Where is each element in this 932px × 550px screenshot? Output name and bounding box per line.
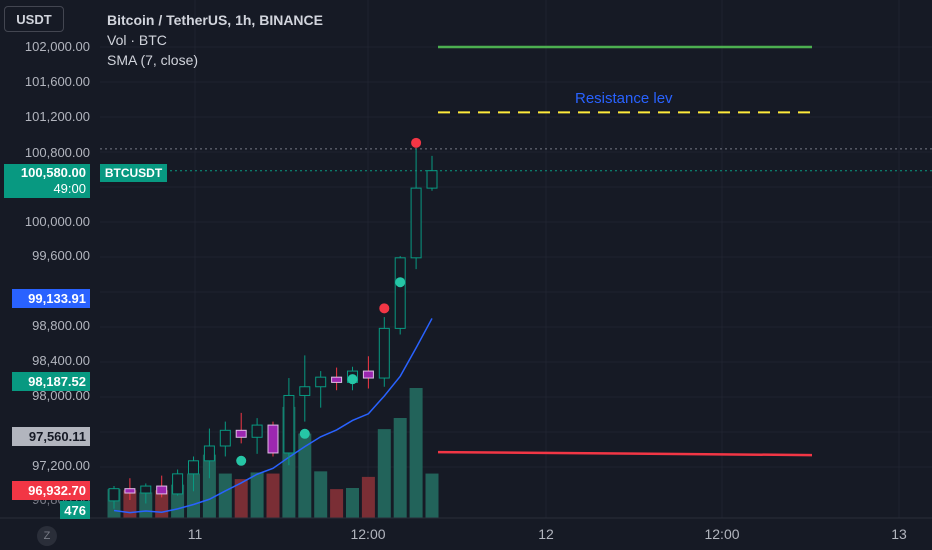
- volume-bar: [266, 473, 280, 518]
- signal-dot: [395, 277, 406, 288]
- candle-body: [156, 485, 168, 495]
- candle-countdown: 49:00: [53, 181, 86, 196]
- price-tag-96932: 96,932.70: [12, 481, 90, 500]
- support-line: [437, 450, 813, 457]
- zoom-toggle-button[interactable]: Z: [37, 526, 57, 546]
- volume-indicator-label[interactable]: Vol · BTC: [107, 32, 167, 48]
- volume-bar: [187, 473, 200, 518]
- candle-body: [378, 327, 390, 379]
- chart-legend: Bitcoin / TetherUS, 1h, BINANCE Vol · BT…: [107, 10, 323, 70]
- candle-body: [283, 394, 295, 454]
- volume-bar: [377, 429, 391, 518]
- price-tick: 100,000.00: [24, 214, 90, 229]
- candle-body: [394, 257, 406, 329]
- price-tick: 101,200.00: [24, 109, 90, 124]
- signal-dot: [236, 455, 247, 466]
- volume-bar: [250, 472, 264, 518]
- volume-bar: [234, 479, 248, 518]
- time-tick: 12:00: [350, 526, 386, 542]
- candle-body: [426, 170, 438, 189]
- price-tick: 98,000.00: [32, 388, 90, 403]
- price-tick: 100,800.00: [24, 145, 90, 160]
- sma-line: [113, 318, 433, 514]
- candle-body: [235, 429, 247, 438]
- candle-body: [140, 485, 152, 494]
- candle-body: [124, 488, 136, 494]
- time-tick: 12:00: [704, 526, 740, 542]
- price-tick: 97,200.00: [32, 458, 90, 473]
- symbol-price-tag: BTCUSDT: [100, 164, 167, 182]
- candle-body: [331, 376, 343, 383]
- volume-value-tag: 476: [60, 501, 90, 519]
- volume-bar: [202, 454, 216, 518]
- time-tick: 13: [891, 526, 907, 542]
- candle-body: [299, 386, 311, 396]
- volume-bar: [393, 418, 407, 518]
- candle-body: [362, 370, 374, 379]
- candle-body: [219, 429, 231, 447]
- current-price-tag: 100,580.00 49:00: [4, 164, 90, 198]
- sma-value-tag: 99,133.91: [12, 289, 90, 308]
- currency-button[interactable]: USDT: [4, 6, 64, 32]
- price-tag-98187: 98,187.52: [12, 372, 90, 391]
- sma-indicator-label[interactable]: SMA (7, close): [107, 52, 199, 68]
- time-tick: 11: [187, 526, 203, 542]
- volume-bar: [298, 433, 312, 518]
- signal-dot: [411, 137, 422, 148]
- price-tick: 102,000.00: [24, 39, 90, 54]
- signal-dot: [379, 303, 390, 314]
- symbol-title[interactable]: Bitcoin / TetherUS, 1h, BINANCE: [107, 12, 323, 28]
- volume-bar: [346, 488, 359, 518]
- volume-bar: [314, 471, 328, 518]
- price-tag-97560: 97,560.11: [12, 427, 90, 446]
- volume-bar: [361, 476, 375, 518]
- candle-body: [315, 376, 327, 388]
- candle-body: [410, 187, 422, 259]
- candle-body: [188, 460, 199, 475]
- price-tick: 99,600.00: [32, 248, 90, 263]
- volume-bar: [425, 473, 439, 518]
- price-tick: 98,400.00: [32, 353, 90, 368]
- volume-bar: [409, 388, 423, 518]
- volume-bar: [218, 473, 232, 518]
- volume-bar: [123, 490, 137, 518]
- candle-body: [203, 445, 215, 462]
- candle-body: [108, 488, 120, 502]
- candle-body: [267, 424, 279, 454]
- signal-dot: [299, 428, 310, 439]
- price-tick: 98,800.00: [32, 318, 90, 333]
- candle-body: [172, 473, 184, 495]
- resistance-annotation[interactable]: Resistance lev: [575, 90, 673, 107]
- candle-body: [251, 424, 263, 438]
- volume-bar: [330, 489, 344, 518]
- time-tick: 12: [538, 526, 554, 542]
- signal-dot: [347, 374, 358, 385]
- current-price-value: 100,580.00: [20, 165, 86, 180]
- price-tick: 101,600.00: [24, 74, 90, 89]
